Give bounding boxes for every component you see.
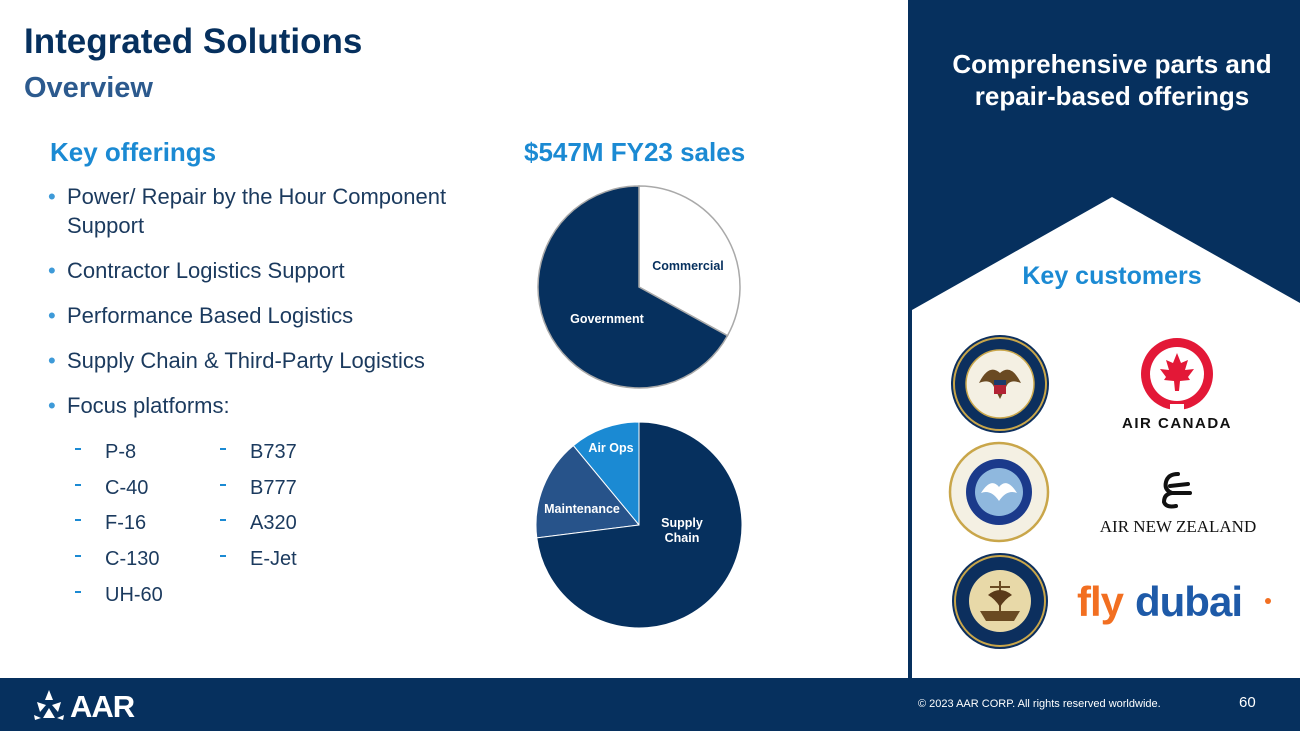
- state-department-seal-icon: [951, 335, 1049, 433]
- sales-heading: $547M FY23 sales: [524, 137, 746, 167]
- svg-text:fly: fly: [1077, 578, 1125, 625]
- pie-chart-customer-type: Commercial Government: [537, 185, 741, 389]
- platform-item: UH-60: [75, 584, 163, 607]
- platform-item: F-16: [75, 512, 146, 535]
- air-force-seal-icon: [948, 441, 1050, 543]
- offering-item: Performance Based Logistics: [48, 301, 478, 330]
- pie-label-government: Government: [570, 312, 644, 326]
- pie-slice-supply-chain: [536, 421, 743, 629]
- aar-logo-icon: [34, 690, 64, 720]
- air-canada-logo: AIR CANADA: [1122, 338, 1232, 432]
- pie-slice-commercial: [638, 185, 741, 337]
- sales-pie-charts: Commercial Government Supply Chain Maintena…: [535, 185, 743, 629]
- pie-chart-activity: Supply Chain Maintenance Air Ops: [535, 421, 743, 629]
- footer: AAR © 2023 AAR CORP. All rights reserved…: [0, 678, 1300, 731]
- offering-item: Contractor Logistics Support: [48, 256, 478, 285]
- pie-slice-maintenance: [535, 444, 640, 539]
- platform-item: C-130: [75, 548, 159, 571]
- platform-item: B737: [220, 441, 297, 464]
- navy-seal-icon: [952, 553, 1048, 649]
- dash-bullet: [220, 447, 226, 450]
- pie-label-maintenance: Maintenance: [544, 502, 620, 516]
- aar-logo-text: AAR: [70, 689, 135, 724]
- dash-bullet: [75, 483, 81, 486]
- platform-item: P-8: [75, 441, 136, 464]
- pie-slice-air-ops: [572, 421, 640, 527]
- dash-bullet: [75, 590, 81, 593]
- customers-heading: Key customers: [1022, 262, 1202, 290]
- platform-item: A320: [220, 512, 297, 535]
- dash-bullet: [75, 554, 81, 557]
- offering-item: Supply Chain & Third-Party Logistics: [48, 346, 478, 375]
- air-new-zealand-logo: AIR NEW ZEALAND: [1100, 472, 1256, 536]
- offerings-list: Power/ Repair by the Hour Component Supp…: [48, 182, 478, 420]
- offerings-heading: Key offerings: [50, 137, 217, 167]
- slide-main-area: [0, 0, 908, 678]
- dash-bullet: [220, 554, 226, 557]
- dash-bullet: [75, 447, 81, 450]
- dash-bullet: [220, 518, 226, 521]
- dash-bullet: [75, 518, 81, 521]
- svg-text:AIR CANADA: AIR CANADA: [1122, 415, 1232, 432]
- offering-item: Focus platforms:: [48, 391, 478, 420]
- svg-text:AIR NEW ZEALAND: AIR NEW ZEALAND: [1100, 517, 1256, 536]
- svg-text:dubai: dubai: [1135, 578, 1242, 625]
- pie-label-commercial: Commercial: [652, 259, 724, 273]
- pie-slice-government: [537, 185, 729, 389]
- pie-label-supply-chain: Supply Chain: [661, 516, 703, 545]
- page-subtitle: Overview: [24, 72, 153, 104]
- pie-label-air-ops: Air Ops: [588, 441, 633, 455]
- dash-bullet: [220, 483, 226, 486]
- page-number: 60: [1239, 694, 1256, 711]
- platform-item: E-Jet: [220, 548, 297, 571]
- platform-item: B777: [220, 477, 297, 500]
- flydubai-logo: fly dubai: [1077, 578, 1271, 625]
- page-title: Integrated Solutions: [24, 22, 363, 61]
- copyright-text: © 2023 AAR CORP. All rights reserved wor…: [918, 698, 1161, 710]
- promo-text: Comprehensive parts and repair-based off…: [952, 49, 1272, 111]
- offering-item: Power/ Repair by the Hour Component Supp…: [48, 182, 478, 240]
- platform-item: C-40: [75, 477, 148, 500]
